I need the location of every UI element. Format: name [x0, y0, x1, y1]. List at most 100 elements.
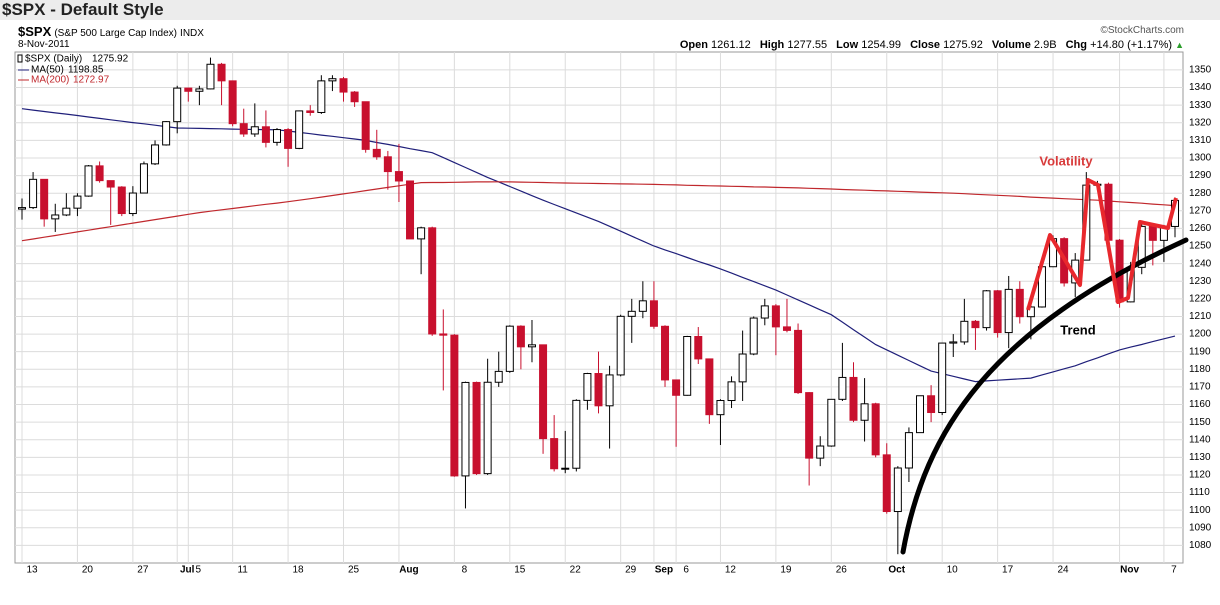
y-tick-label: 1200: [1189, 329, 1212, 340]
candle-body: [672, 379, 681, 396]
candle-body: [40, 178, 49, 220]
y-tick-label: 1090: [1189, 522, 1212, 533]
candle-body: [816, 445, 825, 459]
candle-body: [417, 227, 426, 240]
candle-body: [605, 374, 614, 407]
candle-body: [406, 180, 415, 240]
y-tick-label: 1300: [1189, 153, 1212, 164]
x-tick-label: 19: [780, 565, 792, 576]
candle-body: [727, 381, 736, 402]
volatility-drawing: [1026, 178, 1178, 311]
y-tick-label: 1320: [1189, 117, 1212, 128]
y-tick-label: 1270: [1189, 205, 1212, 216]
x-tick-label: Sep: [655, 565, 673, 576]
candle-body: [272, 129, 281, 143]
candle-body: [960, 320, 969, 343]
quote-value: 2.9B: [1033, 39, 1057, 51]
legend-label: MA(50): [31, 65, 64, 76]
x-tick-label: 25: [348, 565, 360, 576]
y-tick-label: 1140: [1189, 434, 1211, 445]
y-tick-label: 1240: [1189, 258, 1212, 269]
candle-body: [128, 192, 137, 215]
candle-body: [95, 165, 104, 182]
x-tick-label: 26: [836, 565, 848, 576]
candle-body: [394, 171, 403, 182]
candle-body: [527, 344, 536, 348]
candle-body: [539, 344, 548, 440]
y-tick-label: 1080: [1189, 540, 1212, 551]
candle-body: [716, 400, 725, 416]
x-tick-label: 29: [625, 565, 637, 576]
grid: 1080109011001110112011301140115011601170…: [15, 52, 1212, 576]
x-tick-label: 11: [237, 565, 248, 576]
candle-body: [938, 342, 947, 414]
candle-body: [372, 148, 381, 158]
y-tick-label: 1350: [1189, 65, 1212, 76]
x-tick-label: 8: [462, 565, 468, 576]
quote-value: 1277.55: [787, 39, 828, 51]
candle-body: [483, 381, 492, 475]
candle-body: [284, 129, 293, 149]
x-tick-label: 17: [1002, 565, 1014, 576]
y-tick-label: 1100: [1189, 505, 1211, 516]
candle-body: [616, 315, 625, 376]
candle-body: [206, 63, 215, 90]
y-tick-label: 1260: [1189, 223, 1212, 234]
candle-body: [561, 467, 570, 470]
y-tick-label: 1310: [1189, 135, 1212, 146]
candle-body: [1148, 225, 1157, 241]
symbol-line: $SPX (S&P 500 Large Cap Index) INDX: [18, 24, 204, 39]
plot-frame: [14, 51, 1184, 564]
credit: ©StockCharts.com: [1100, 25, 1184, 36]
legend-label: $SPX (Daily): [25, 54, 82, 65]
candle-body: [949, 341, 958, 344]
candle-body: [261, 126, 270, 143]
candle-body: [927, 395, 936, 414]
x-tick-label: Oct: [888, 565, 905, 576]
candle-body: [29, 178, 38, 209]
quote-label: Close: [910, 39, 941, 51]
legend-label: MA(200): [31, 75, 69, 86]
candle-body: [18, 207, 26, 210]
candle-body: [627, 310, 636, 317]
candle-body: [916, 395, 925, 434]
y-tick-label: 1150: [1189, 417, 1211, 428]
candle-body: [450, 334, 459, 477]
y-tick-label: 1280: [1189, 188, 1212, 199]
y-tick-label: 1110: [1189, 487, 1210, 498]
candle-body: [383, 156, 392, 173]
candle-body: [350, 91, 359, 103]
candle-body: [849, 376, 858, 421]
candle-body: [1137, 225, 1146, 268]
candle-body: [971, 320, 980, 329]
candle-body: [139, 163, 148, 194]
y-tick-label: 1250: [1189, 241, 1212, 252]
candle-body: [328, 78, 337, 82]
candle-body: [661, 325, 670, 381]
candle-body: [106, 180, 115, 188]
candle-body: [117, 186, 126, 215]
x-tick-label: Jul: [180, 565, 195, 576]
candle-body: [84, 165, 93, 197]
y-tick-label: 1160: [1189, 399, 1211, 410]
candle-body: [361, 101, 370, 150]
candle-body: [1015, 288, 1024, 318]
up-arrow: ▲: [1175, 40, 1184, 50]
candle-body: [993, 290, 1002, 334]
candle-body: [904, 432, 913, 469]
date: 8-Nov-2011: [18, 39, 70, 50]
y-tick-label: 1220: [1189, 293, 1212, 304]
x-tick-label: Nov: [1120, 565, 1139, 576]
candle-body: [738, 353, 747, 383]
y-tick-label: 1290: [1189, 170, 1212, 181]
candle-body: [195, 88, 204, 92]
moving-average-line: [21, 181, 1176, 242]
candle-body: [794, 329, 803, 394]
quote-line: Open 1261.12 High 1277.55 Low 1254.99 Cl…: [680, 39, 1184, 51]
candle-body: [749, 317, 758, 355]
candle-body: [594, 373, 603, 407]
candle-body: [982, 290, 991, 329]
candle-body: [228, 80, 237, 125]
candle-body: [782, 326, 791, 331]
candle-body: [62, 207, 71, 216]
